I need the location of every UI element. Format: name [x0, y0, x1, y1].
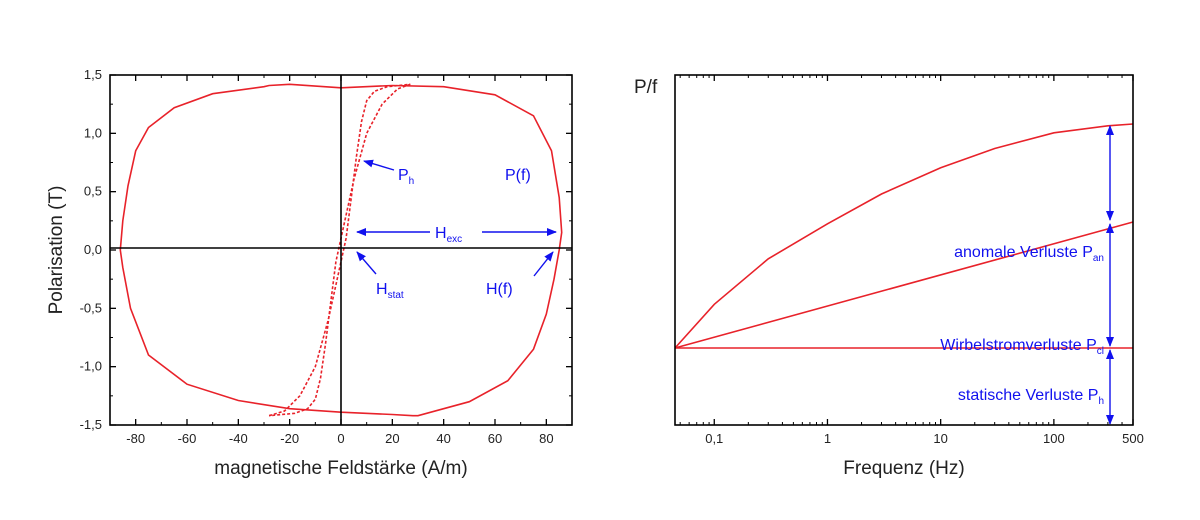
anomalous-loss-label: anomale Verluste Pan	[954, 244, 1104, 264]
y-axis-label: Polarisation (T)	[46, 186, 67, 315]
y-axis-label: P/f	[634, 77, 658, 98]
hexc-label: Hexc	[435, 225, 462, 245]
ph-arrow	[363, 159, 395, 171]
pf-label: P(f)	[505, 167, 531, 184]
loss-annotations: anomale Verluste Pan Wirbelstromverluste …	[940, 125, 1114, 425]
hf-arrow	[533, 251, 554, 277]
y-tick-label: 0,0	[84, 242, 102, 257]
x-tick-label: 0	[337, 431, 344, 446]
x-tick-label: 40	[436, 431, 450, 446]
x-axis-label: magnetische Feldstärke (A/m)	[214, 458, 467, 479]
x-tick-label: -60	[178, 431, 197, 446]
y-tick-label: 1,5	[84, 67, 102, 82]
hysteresis-annotations: Ph P(f) Hexc Hstat H(f)	[356, 159, 557, 301]
x-tick-label: 20	[385, 431, 399, 446]
x-axis-label: Frequenz (Hz)	[843, 458, 964, 479]
anomalous-loss-curve	[674, 123, 1134, 349]
x-tick-label: 500	[1122, 431, 1144, 446]
x-tick-label: -80	[126, 431, 145, 446]
y-tick-label: 1,0	[84, 125, 102, 140]
hf-label: H(f)	[486, 281, 513, 298]
y-tick-label: -1,5	[80, 417, 102, 432]
plot-frame	[674, 74, 1134, 426]
hstat-arrow	[356, 251, 377, 275]
static-loss-label: statische Verluste Ph	[958, 387, 1104, 407]
left-ticks: -80 -60 -40 -20 0 20 40 60 80 -1,5 -1,0 -0,5 0,0 0,5 1…	[80, 67, 573, 446]
right-ticks: 0,1 1 10 100 500	[679, 75, 1144, 446]
hstat-label: Hstat	[376, 281, 404, 301]
y-tick-label: -0,5	[80, 300, 102, 315]
eddy-current-loss-line	[674, 221, 1134, 349]
x-tick-label: -20	[280, 431, 299, 446]
eddy-loss-label: Wirbelstromverluste Pcl	[940, 337, 1104, 357]
x-tick-label: 60	[488, 431, 502, 446]
ph-label: Ph	[398, 167, 414, 187]
x-tick-label: 10	[933, 431, 947, 446]
static-loop-branch	[269, 83, 411, 417]
x-tick-label: 1	[824, 431, 831, 446]
loss-curves	[674, 123, 1134, 349]
y-tick-label: 0,5	[84, 184, 102, 199]
hysteresis-chart: Ph P(f) Hexc Hstat H(f) -80 -60 -40 -20 0 20 40 60 8…	[46, 67, 573, 479]
y-tick-label: -1,0	[80, 359, 102, 374]
loss-separation-chart: anomale Verluste Pan Wirbelstromverluste …	[634, 74, 1144, 479]
x-tick-label: 100	[1043, 431, 1065, 446]
x-tick-label: -40	[229, 431, 248, 446]
x-tick-label: 0,1	[705, 431, 723, 446]
static-loop-branch	[268, 83, 411, 417]
x-tick-label: 80	[539, 431, 553, 446]
